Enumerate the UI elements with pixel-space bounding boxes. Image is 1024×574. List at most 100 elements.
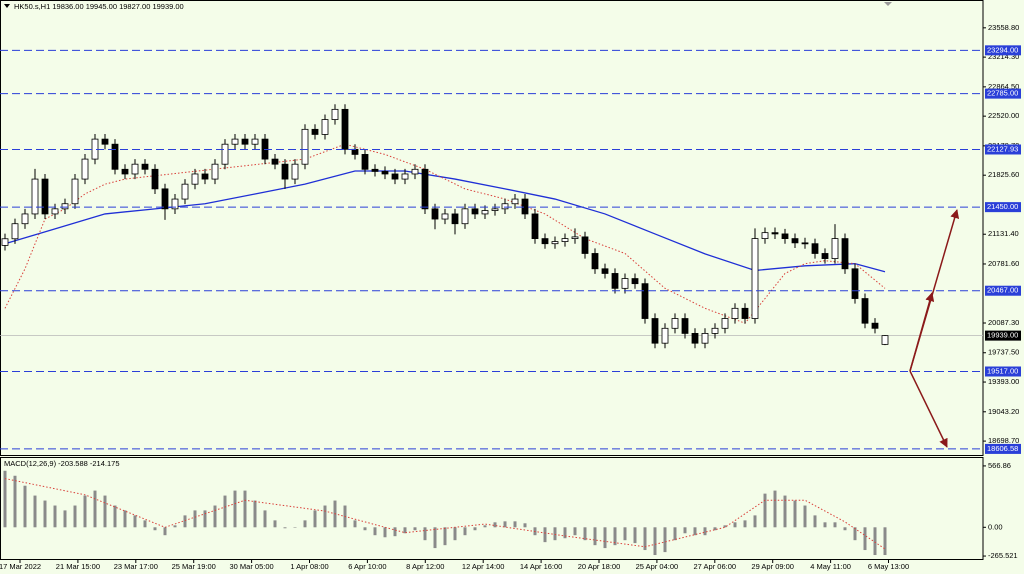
macd-bar <box>3 470 7 528</box>
y-tick-label: 22864.50 <box>988 82 1019 91</box>
macd-bar <box>203 510 207 528</box>
macd-bar <box>523 523 527 528</box>
level-tag <box>985 88 1021 99</box>
candle-body <box>761 232 769 239</box>
macd-bar <box>173 525 177 528</box>
candle-body <box>211 163 219 180</box>
candle-body <box>321 119 329 135</box>
macd-bar <box>353 520 357 528</box>
macd-bar <box>53 505 57 528</box>
candle-body <box>381 171 389 175</box>
level-tag <box>985 285 1021 296</box>
candle-body <box>231 138 239 145</box>
macd-bar <box>213 505 217 528</box>
macd-bar <box>323 505 327 528</box>
candle-body <box>51 208 59 215</box>
x-tick-label: 14 Apr 16:00 <box>520 562 563 571</box>
macd-bar <box>513 521 517 528</box>
candle-body <box>111 143 119 170</box>
candle-body <box>731 307 739 319</box>
candle-body <box>391 173 399 180</box>
macd-signal <box>4 478 886 550</box>
candle-body <box>281 163 289 180</box>
candle-body <box>361 154 369 170</box>
macd-bar <box>553 527 557 541</box>
macd-bar <box>723 525 727 528</box>
shift-marker <box>884 2 892 6</box>
macd-bar <box>283 527 287 529</box>
macd-bar <box>583 527 587 541</box>
candle-body <box>571 236 579 239</box>
macd-bar <box>483 525 487 528</box>
macd-bar <box>803 505 807 528</box>
candle-body <box>711 327 719 334</box>
candle-body <box>311 128 319 135</box>
candle-body <box>351 148 359 155</box>
macd-bar <box>833 522 837 528</box>
candle-body <box>771 232 779 235</box>
macd-bar <box>133 515 137 528</box>
x-tick-label: 17 Mar 2022 <box>0 562 41 571</box>
candle-body <box>371 168 379 172</box>
candle-body <box>131 163 139 175</box>
candle-body <box>721 318 729 329</box>
macd-bar <box>753 515 757 528</box>
macd-bar <box>243 490 247 528</box>
menu-marker <box>4 4 10 8</box>
macd-bar <box>473 527 477 531</box>
arrow-up-short <box>909 292 935 372</box>
arrow-down <box>909 370 948 448</box>
macd-bar <box>413 527 417 531</box>
candle-body <box>21 213 29 225</box>
candle-body <box>531 213 539 239</box>
level-label: 21450.00 <box>987 202 1018 211</box>
macd-bar <box>633 527 637 544</box>
macd-title: MACD(12,26,9) -203.588 -214.175 <box>4 459 120 468</box>
macd-bar <box>23 485 27 528</box>
y-tick-label: 19043.20 <box>988 407 1019 416</box>
x-tick-label: 27 Apr 06:00 <box>694 562 737 571</box>
y-tick-label: 19737.50 <box>988 348 1019 357</box>
x-tick-label: 1 Apr 08:00 <box>290 562 328 571</box>
y-tick-label: 23558.80 <box>988 23 1019 32</box>
candle-body <box>561 238 569 242</box>
candle-body <box>581 236 589 254</box>
candle-body <box>841 238 849 270</box>
macd-bar <box>733 522 737 528</box>
macd-tick-label: 566.86 <box>988 461 1011 470</box>
level-label: 22127.93 <box>987 144 1018 153</box>
candle-body <box>151 168 159 190</box>
candle-body <box>661 327 669 344</box>
x-tick-label: 20 Apr 18:00 <box>578 562 621 571</box>
candle-body <box>521 198 529 215</box>
macd-bar <box>73 505 77 528</box>
candle-body <box>471 208 479 215</box>
level-label: 19517.00 <box>987 366 1018 375</box>
macd-bar <box>273 520 277 528</box>
macd-bar <box>463 527 467 536</box>
candle-body <box>791 238 799 244</box>
candle-body <box>741 307 749 319</box>
level-tag <box>985 144 1021 155</box>
x-tick-label: 30 Mar 05:00 <box>229 562 273 571</box>
main-panel <box>0 0 984 456</box>
macd-bar <box>233 490 237 528</box>
candle-body <box>181 183 189 200</box>
level-label: 23294.00 <box>987 45 1018 54</box>
candle-body <box>781 233 789 239</box>
x-tick-label: 25 Mar 19:00 <box>172 562 216 571</box>
candle-body <box>31 178 39 215</box>
macd-bar <box>303 520 307 528</box>
candle-body <box>451 213 459 225</box>
candle-body <box>61 203 69 210</box>
macd-bar <box>183 515 187 528</box>
y-tick-label: 20087.30 <box>988 318 1019 327</box>
macd-bar <box>743 520 747 528</box>
plot: 23558.8023214.3022864.5022520.0022170.70… <box>0 23 1021 571</box>
candle-body <box>501 203 509 210</box>
candle-body <box>341 108 349 150</box>
candle-body <box>881 335 889 345</box>
candle-body <box>301 128 309 165</box>
